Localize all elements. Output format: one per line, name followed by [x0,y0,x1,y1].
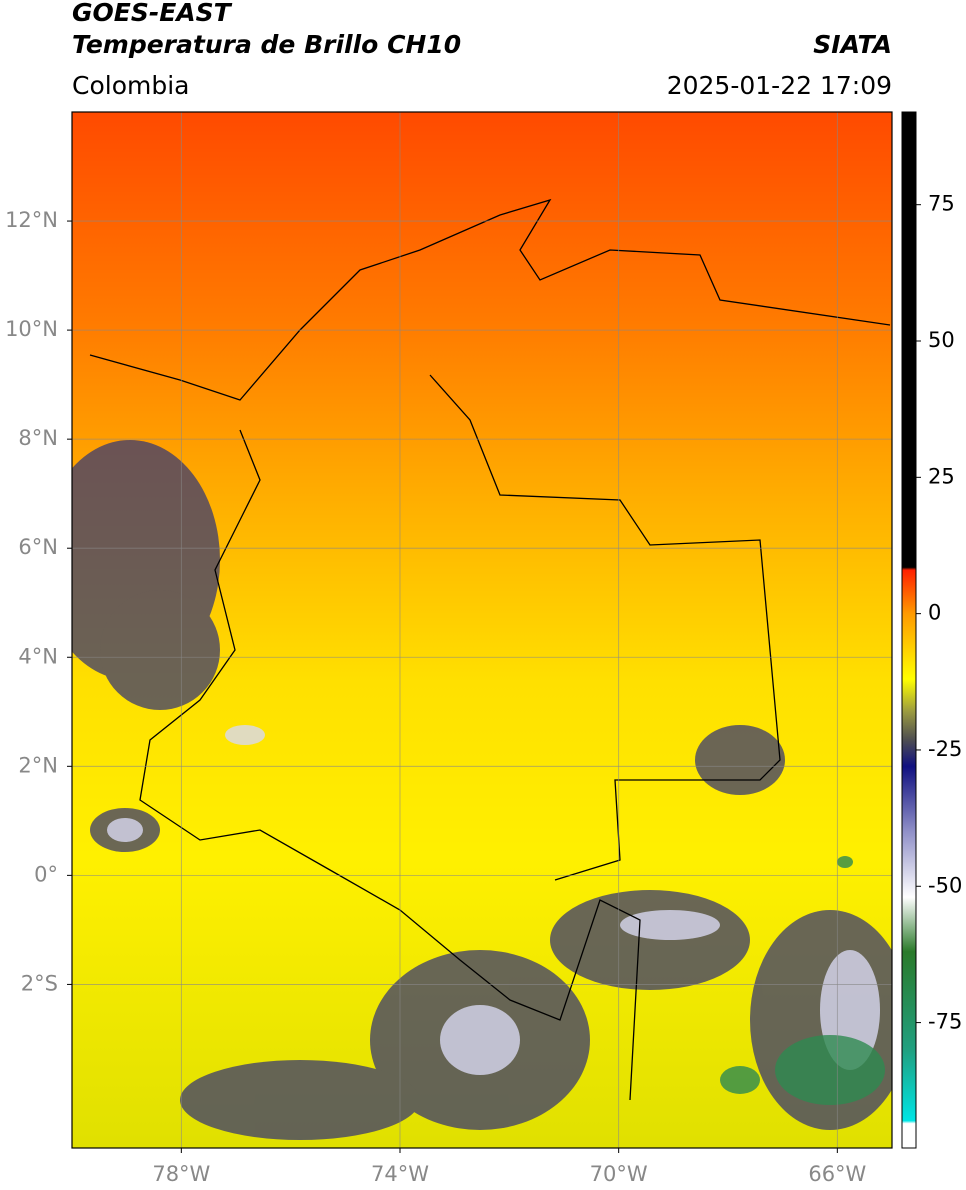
x-tick-label: 70°W [590,1162,648,1186]
x-tick-label: 66°W [808,1162,866,1186]
clouds-cold [720,856,885,1105]
y-tick-label: 8°N [18,426,58,450]
imagery [72,112,892,1148]
colorbar-tick-label: 50 [928,328,955,352]
y-tick-label: 6°N [18,535,58,559]
source: SIATA [813,30,892,59]
y-tick-label: 0° [34,862,58,886]
grid [72,112,892,1148]
clouds-light [107,725,880,1075]
y-tick-label: 2°N [18,753,58,777]
y-tick-label: 4°N [18,644,58,668]
borders [89,198,891,1101]
colorbar-tick-label: 0 [928,601,941,625]
colorbar [901,111,917,1149]
colorbar-tick-label: -50 [928,873,962,897]
colorbar-tick-label: 75 [928,192,955,216]
region: Colombia [72,71,189,100]
timestamp: 2025-01-22 17:09 [667,71,892,100]
x-tick-label: 78°W [152,1162,210,1186]
subtitle: Temperatura de Brillo CH10 [72,30,461,59]
title: GOES-EAST [72,0,233,27]
colorbar-tick-label: -75 [928,1010,962,1034]
x-tick-label: 74°W [371,1162,429,1186]
y-tick-label: 2°S [21,971,58,995]
y-tick-label: 10°N [5,317,58,341]
y-tick-label: 12°N [5,208,58,232]
colorbar-tick-label: -25 [928,737,962,761]
colorbar-tick-label: 25 [928,464,955,488]
map-frame [71,111,893,1149]
